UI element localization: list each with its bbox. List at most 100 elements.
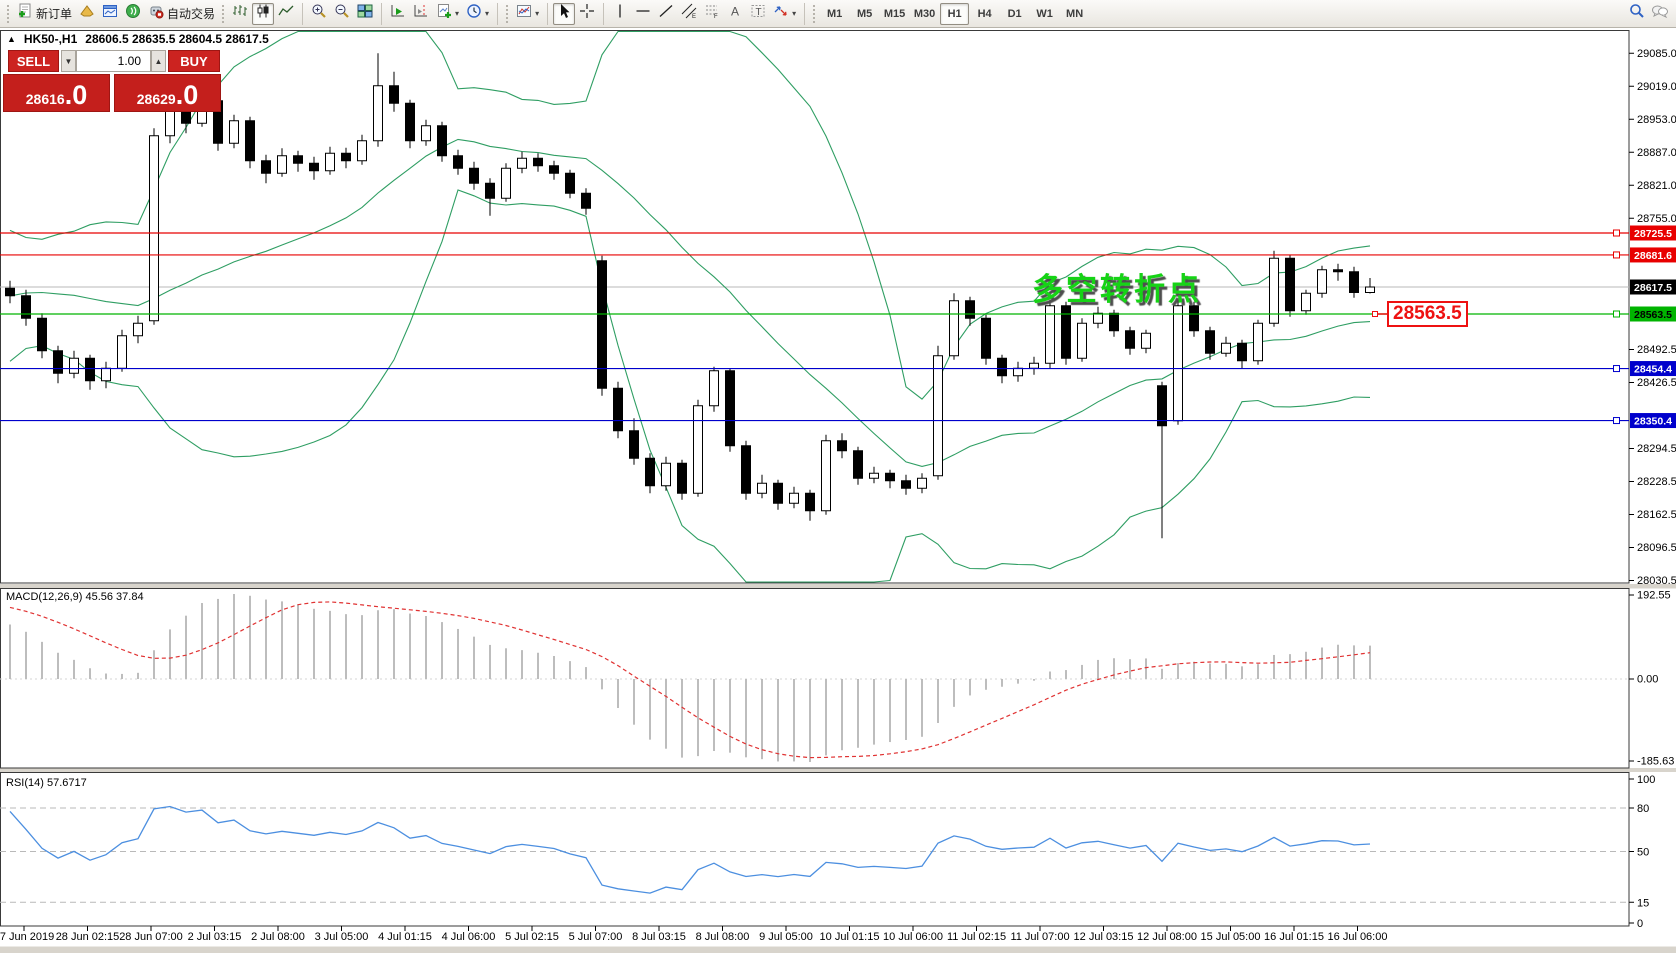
chart-shift-button[interactable]	[410, 3, 432, 25]
crosshair-icon	[579, 3, 595, 24]
tab-timeframe-w1[interactable]: W1	[1036, 7, 1053, 20]
fibonacci-button[interactable]: F	[701, 3, 723, 25]
svg-text:E: E	[692, 14, 696, 19]
tab-timeframe-m5[interactable]: M5	[856, 7, 873, 20]
time-label: 4 Jul 06:00	[442, 931, 496, 943]
symbol-info: ▲ HK50-,H1 28606.5 28635.5 28604.5 28617…	[7, 32, 269, 46]
candle-body	[741, 445, 751, 494]
candlestick-icon	[255, 3, 271, 24]
price-tag	[1630, 413, 1676, 429]
one-click-trading-panel: SELL ▼ 1.00 ▲ BUY 28616.0 28629.0	[3, 50, 222, 112]
tab-timeframe-m15[interactable]: M15	[883, 7, 906, 20]
sell-button[interactable]: SELL	[8, 50, 59, 72]
candle-body	[709, 370, 719, 407]
tab-timeframe-m1[interactable]: M1	[826, 7, 843, 20]
new-order-label: 新订单	[36, 7, 73, 21]
text-button[interactable]: A	[724, 3, 746, 25]
candle-body	[1109, 312, 1119, 332]
cursor-icon	[556, 3, 572, 24]
candlestick-chart-button[interactable]	[252, 2, 275, 25]
crosshair-button[interactable]	[576, 3, 598, 25]
tab-timeframe-m30[interactable]: M30	[913, 7, 936, 20]
signals-button[interactable]	[122, 3, 144, 25]
fibonacci-icon: F	[704, 3, 720, 24]
candle-body	[309, 162, 319, 172]
text-icon: A	[727, 3, 743, 24]
sell-price-display[interactable]: 28616.0	[3, 74, 110, 112]
main-toolbar: 新订单 自动交易 ▾ ▾	[0, 0, 1676, 28]
tab-timeframe-d1[interactable]: D1	[1007, 7, 1022, 20]
rsi-axis-label: 100	[1637, 774, 1655, 786]
candle-body	[405, 102, 415, 142]
chart-shift-icon	[413, 3, 429, 24]
candle-body	[37, 317, 47, 352]
search-button[interactable]	[1626, 3, 1648, 25]
zoom-in-button[interactable]	[308, 3, 330, 25]
arrows-shapes-button[interactable]: ▾	[770, 3, 799, 25]
candle-body	[549, 165, 559, 174]
toolbar-grip[interactable]	[812, 3, 818, 24]
text-label-button[interactable]: T	[747, 3, 769, 25]
price-tick-label: 28953.0	[1637, 114, 1676, 126]
time-label: 10 Jul 06:00	[883, 931, 943, 943]
candle-body	[245, 120, 255, 162]
horizontal-line-button[interactable]	[632, 3, 654, 25]
candle-body	[101, 367, 111, 382]
market-watch-icon	[102, 3, 118, 24]
price-tick-label: 28030.5	[1637, 575, 1676, 587]
zoom-out-button[interactable]	[331, 3, 353, 25]
auto-scroll-button[interactable]	[387, 3, 409, 25]
candle-body	[677, 462, 687, 494]
periods-button[interactable]: ▾	[463, 3, 492, 25]
price-axis: 28725.5 28681.6 28617.5 28563.5 28454.4 28350…	[1629, 48, 1676, 587]
buy-price-display[interactable]: 28629.0	[114, 74, 221, 112]
horizontal-line-icon	[635, 3, 651, 24]
candle-body	[341, 152, 351, 162]
candle-body	[1093, 312, 1103, 324]
auto-trading-button[interactable]: 自动交易	[145, 3, 218, 25]
level-anchor	[1613, 365, 1620, 373]
tab-timeframe-h1[interactable]: H1	[940, 2, 970, 25]
candle-body	[389, 85, 399, 104]
dropdown-caret-icon: ▾	[455, 8, 460, 18]
new-chart-button[interactable]: ▾	[433, 3, 462, 25]
collapse-marker-icon[interactable]: ▲	[7, 34, 16, 44]
volume-increase-button[interactable]: ▲	[151, 50, 166, 72]
profiles-button[interactable]	[76, 3, 98, 25]
tab-timeframe-h4[interactable]: H4	[977, 7, 992, 20]
new-order-button[interactable]: 新订单	[14, 3, 75, 25]
clock-icon	[466, 3, 482, 24]
indicators-button[interactable]: ▾	[513, 3, 542, 25]
equidistant-channel-button[interactable]: E	[678, 3, 700, 25]
volume-input[interactable]: 1.00	[76, 50, 151, 72]
candle-body	[1045, 305, 1055, 364]
vertical-line-button[interactable]	[609, 3, 631, 25]
toolbar-grip[interactable]	[6, 3, 11, 24]
candle-body	[325, 152, 335, 172]
tab-timeframe-mn[interactable]: MN	[1066, 7, 1084, 20]
candle-body	[597, 260, 607, 389]
rsi-axis-label: 80	[1637, 803, 1649, 815]
buy-button[interactable]: BUY	[168, 50, 220, 72]
price-tick-label: 28294.5	[1637, 443, 1676, 455]
profiles-icon	[79, 3, 95, 24]
price-tag-label: 28681.6	[1634, 250, 1672, 262]
line-chart-button[interactable]	[275, 3, 297, 25]
candle-body	[901, 480, 911, 489]
cursor-button[interactable]	[553, 2, 576, 25]
bar-chart-button[interactable]	[229, 3, 251, 25]
volume-decrease-button[interactable]: ▼	[61, 50, 76, 72]
macd-axis-label: 0.00	[1637, 674, 1658, 686]
toolbar-grip[interactable]	[505, 3, 511, 24]
market-watch-button[interactable]	[99, 3, 121, 25]
time-label: 12 Jul 03:15	[1074, 931, 1134, 943]
toolbar-grip[interactable]	[221, 3, 227, 24]
candle-body	[1253, 322, 1263, 362]
tile-windows-button[interactable]	[354, 3, 376, 25]
trendline-button[interactable]	[655, 3, 677, 25]
rsi-axis-label: 50	[1637, 847, 1649, 859]
chat-button[interactable]	[1648, 3, 1672, 25]
candle-body	[1269, 257, 1279, 324]
